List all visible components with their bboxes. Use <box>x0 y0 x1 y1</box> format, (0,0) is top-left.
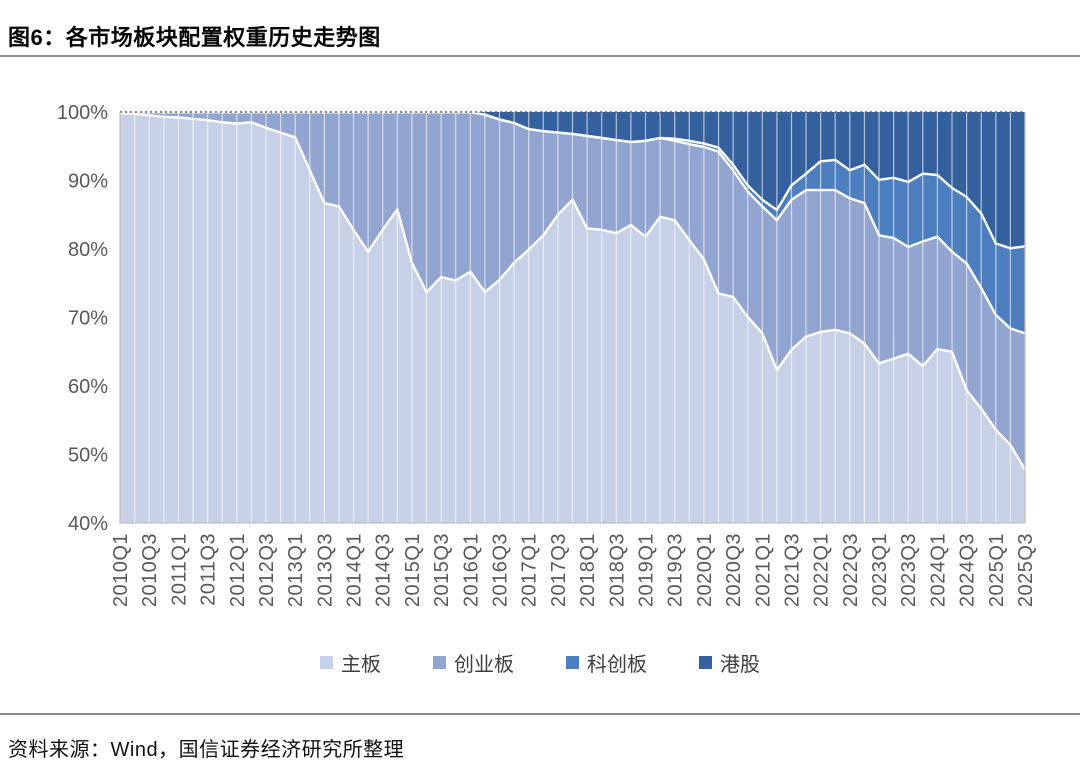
vertical-gridlines <box>134 112 1012 523</box>
legend-swatch-chinext <box>433 655 446 669</box>
legend-label-star-market: 科创板 <box>587 653 647 676</box>
x-tick-label: 2011Q3 <box>198 533 220 606</box>
x-tick-label: 2014Q3 <box>373 533 395 607</box>
y-tick-label: 40% <box>68 513 108 535</box>
x-tick-label: 2019Q3 <box>665 533 687 607</box>
x-tick-label: 2015Q3 <box>431 533 453 607</box>
x-tick-label: 2023Q1 <box>869 533 891 607</box>
x-tick-label: 2018Q3 <box>606 533 628 607</box>
legend-swatch-main-board <box>320 655 333 669</box>
x-tick-label: 2014Q1 <box>344 533 366 607</box>
legend-item-hk-stocks: 港股 <box>699 648 760 677</box>
x-tick-label: 2012Q3 <box>256 533 278 607</box>
x-tick-label: 2022Q1 <box>811 533 833 607</box>
x-tick-label: 2019Q1 <box>636 533 658 607</box>
x-tick-label: 2013Q3 <box>314 533 336 607</box>
x-tick-label: 2020Q1 <box>694 533 716 607</box>
x-tick-label: 2024Q3 <box>957 533 979 607</box>
y-tick-label: 60% <box>68 376 108 398</box>
title-divider <box>0 55 1080 57</box>
x-axis-labels: 2010Q1 2010Q3 2011Q1 2011Q3 2012Q1 2012Q3 2013… <box>110 533 1037 607</box>
legend-swatch-star-market <box>566 655 579 669</box>
legend-item-chinext: 创业板 <box>433 648 514 677</box>
x-tick-label: 2016Q3 <box>490 533 512 607</box>
x-tick-label: 2010Q3 <box>139 533 161 607</box>
legend-label-chinext: 创业板 <box>454 653 514 676</box>
x-tick-label: 2021Q1 <box>752 533 774 607</box>
legend-item-star-market: 科创板 <box>566 648 647 677</box>
x-tick-label: 2016Q1 <box>460 533 482 607</box>
x-tick-label: 2025Q3 <box>1015 533 1037 607</box>
area-hk-stocks <box>120 112 1025 249</box>
source-note: 资料来源：Wind，国信证券经济研究所整理 <box>8 739 405 761</box>
y-tick-label: 100% <box>57 102 108 124</box>
area-chinext <box>120 112 1025 470</box>
x-tick-label: 2010Q1 <box>110 533 132 607</box>
x-tick-label: 2012Q1 <box>227 533 249 607</box>
y-axis-labels: 100% 90% 80% 70% 60% 50% 40% <box>57 102 108 535</box>
legend-item-main-board: 主板 <box>320 648 381 677</box>
x-tick-label: 2017Q1 <box>519 533 541 607</box>
x-tick-label: 2025Q1 <box>986 533 1008 607</box>
source-divider <box>0 713 1080 715</box>
figure-title: 图6：各市场板块配置权重历史走势图 <box>8 25 381 50</box>
boundary-line-main-board <box>119 112 1027 471</box>
y-tick-label: 50% <box>68 445 108 467</box>
legend: 主板 创业板 科创板 港股 <box>0 646 1080 678</box>
x-tick-label: 2017Q3 <box>548 533 570 607</box>
legend-label-hk-stocks: 港股 <box>720 653 760 676</box>
x-tick-label: 2021Q3 <box>782 533 804 607</box>
x-tick-label: 2024Q1 <box>927 533 949 607</box>
x-tick-label: 2022Q3 <box>840 533 862 607</box>
x-tick-label: 2020Q3 <box>723 533 745 607</box>
legend-label-main-board: 主板 <box>341 653 381 676</box>
x-tick-label: 2023Q3 <box>898 533 920 607</box>
x-tick-label: 2015Q1 <box>402 533 424 607</box>
x-tick-label: 2013Q1 <box>285 533 307 607</box>
y-tick-label: 70% <box>68 308 108 330</box>
y-tick-label: 90% <box>68 171 108 193</box>
y-tick-label: 80% <box>68 239 108 261</box>
legend-swatch-hk-stocks <box>699 655 712 669</box>
x-tick-label: 2018Q1 <box>577 533 599 607</box>
x-tick-label: 2011Q1 <box>168 533 190 606</box>
plot-border <box>119 112 1026 524</box>
